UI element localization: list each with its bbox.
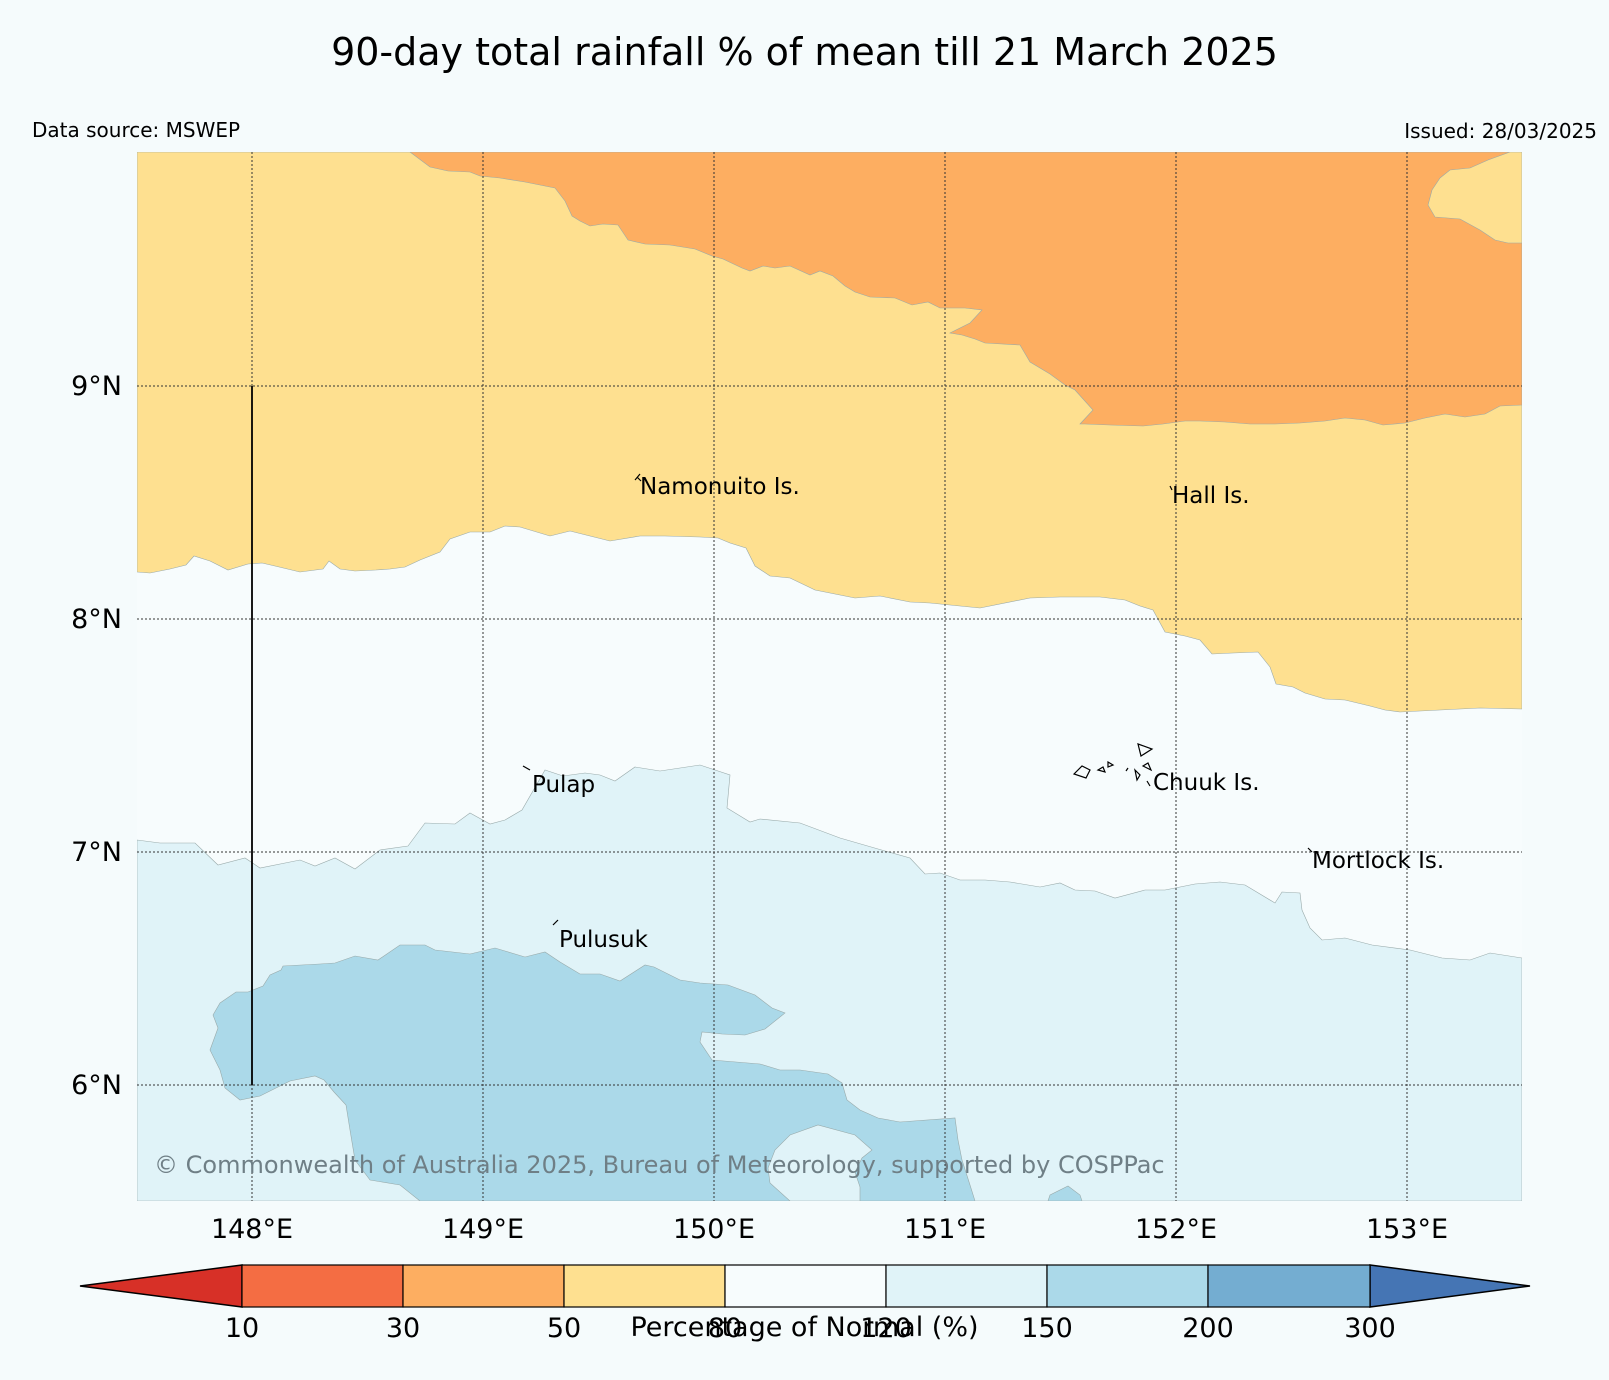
lat-label-7n: 7°N [71,837,122,868]
lon-label-152e: 152°E [1135,1214,1217,1245]
lat-label-8n: 8°N [71,604,122,635]
lon-label-153e: 153°E [1366,1214,1448,1245]
lon-labels: 148°E 149°E 150°E 151°E 152°E 153°E [211,1214,1448,1245]
band-50-80-patch [1427,152,1522,244]
colorbar-tick-120: 120 [860,1313,912,1344]
lat-labels: 9°N 8°N 7°N 6°N [71,371,122,1101]
colorbar-tick-150: 150 [1021,1313,1073,1344]
place-label-hall: Hall Is. [1172,483,1250,509]
band-150-200 [209,944,976,1201]
data-source-label: Data source: MSWEP [32,118,241,142]
issued-date-label: Issued: 28/03/2025 [1404,119,1597,143]
colorbar-seg-80-120 [724,1264,887,1308]
place-label-mortlock: Mortlock Is. [1312,848,1444,874]
place-label-chuuk: Chuuk Is. [1153,770,1260,796]
colorbar-seg-200-300 [1207,1264,1371,1308]
place-label-pulusuk: Pulusuk [559,927,649,953]
colorbar-seg-30-50 [402,1264,565,1308]
colorbar-tick-50: 50 [547,1313,581,1344]
colorbar-title: Percentage of Normal (%) [630,1312,979,1343]
colorbar-tick-80: 80 [708,1313,742,1344]
map-title: 90-day total rainfall % of mean till 21 … [331,30,1278,74]
map-panel: Namonuito Is. Hall Is. Pulap Chuuk Is. M… [137,152,1522,1201]
place-label-pulap: Pulap [532,772,595,798]
colorbar-tick-10: 10 [225,1313,259,1344]
colorbar-over-arrow [1369,1264,1531,1308]
lon-label-149e: 149°E [442,1214,524,1245]
band-30-50 [409,152,1522,427]
lon-label-148e: 148°E [211,1214,293,1245]
island-markers [522,473,1313,926]
copyright-notice: © Commonwealth of Australia 2025, Bureau… [154,1151,1165,1179]
colorbar-seg-120-150 [885,1264,1048,1308]
band-150-200-patch [1047,1185,1083,1201]
colorbar-seg-150-200 [1046,1264,1209,1308]
lat-label-9n: 9°N [71,371,122,402]
colorbar-tick-300: 300 [1344,1313,1396,1344]
place-label-namonuito: Namonuito Is. [640,474,800,500]
colorbar: 10 30 50 80 120 150 200 300 [79,1264,1531,1344]
colorbar-seg-10-30 [241,1264,404,1308]
lon-label-150e: 150°E [673,1214,755,1245]
colorbar-seg-50-80 [563,1264,726,1308]
colorbar-under-arrow [79,1264,243,1308]
colorbar-tick-30: 30 [386,1313,420,1344]
colorbar-tick-200: 200 [1182,1313,1234,1344]
lon-label-151e: 151°E [904,1214,986,1245]
lat-label-6n: 6°N [71,1070,122,1101]
